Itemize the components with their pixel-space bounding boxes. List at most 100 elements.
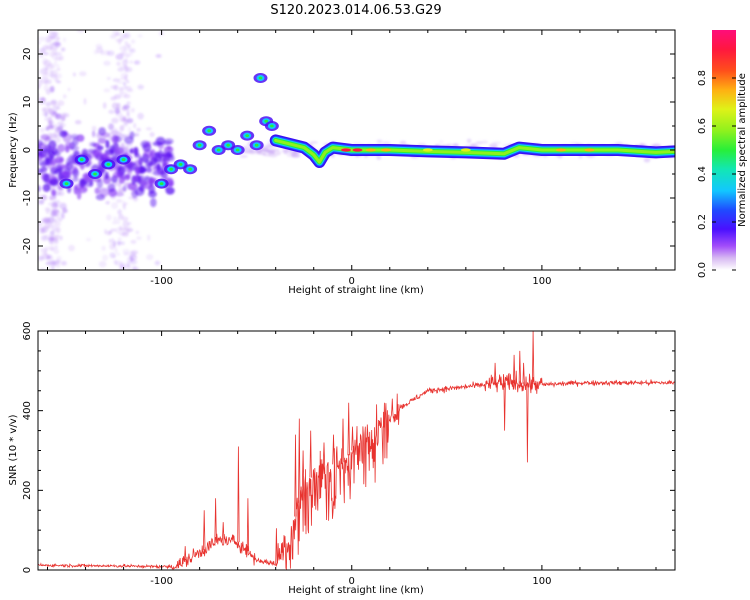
spectrogram-cloud-point <box>50 210 55 217</box>
y-tick-label: 0 <box>22 567 33 573</box>
spectrogram-cloud-point <box>121 105 128 110</box>
spectrogram-blob-core <box>188 167 192 171</box>
spectrogram-cloud-point <box>62 133 72 143</box>
spectrogram-cloud-point <box>137 34 143 38</box>
snr-y-ticks: 0 200 400 600 <box>22 321 675 573</box>
spectrogram-cloud-point <box>107 183 116 193</box>
spectrogram-cloud-point <box>87 160 93 165</box>
x-tick-label: 100 <box>532 576 551 587</box>
spectrogram-cloud-point <box>108 136 113 141</box>
spectrogram-cloud-point <box>61 209 69 214</box>
spectrogram-cloud-point <box>124 74 128 82</box>
spectrogram-cloud-point <box>60 47 66 52</box>
spectrogram-cloud-point <box>125 226 133 233</box>
spectrogram-cloud-point <box>113 136 123 143</box>
spectrogram-cloud-point <box>68 154 77 164</box>
x-tick-label: 100 <box>532 276 551 287</box>
spectrogram-cloud-point <box>106 76 111 81</box>
spectrogram-cloud-point <box>38 79 43 87</box>
spectrogram-cloud-point <box>114 146 124 155</box>
spectrogram-cloud-point <box>39 54 44 58</box>
spectrogram-blob-core <box>64 182 69 186</box>
spectrogram-cloud-point <box>92 130 96 138</box>
spectrogram-cloud-point <box>121 216 129 222</box>
spectrogram-halo-point <box>481 140 489 144</box>
spectrogram-cloud-point <box>43 139 48 145</box>
spectrogram-cloud-point <box>51 201 57 207</box>
spectrogram-cloud-point <box>43 52 49 56</box>
spectrogram-cloud-point <box>53 248 60 255</box>
spectrogram-cloud-point <box>49 85 55 93</box>
spectrogram-cloud-point <box>54 73 62 79</box>
spectrogram-blob-core <box>264 119 268 123</box>
spectrogram-cloud-point <box>83 98 87 105</box>
spectrogram-cloud-point <box>123 44 131 51</box>
spectrogram-halo-point <box>268 152 278 158</box>
spectrogram-cloud-point <box>47 260 56 265</box>
spectrogram-cloud-point <box>114 191 125 197</box>
spectrogram-cloud-point <box>165 187 175 195</box>
spectrogram-cloud-point <box>113 94 122 100</box>
spectrogram-cloud-point <box>38 199 45 205</box>
spectrogram-cloud-point <box>145 160 153 169</box>
spectrogram-cloud-point <box>38 36 47 42</box>
y-tick-label: 600 <box>22 321 33 340</box>
spectrogram-cloud-point <box>150 197 157 208</box>
spectrogram-cloud-point <box>56 36 61 42</box>
spectrogram-cloud-point <box>118 89 123 95</box>
spectrogram-cloud-point <box>130 249 139 255</box>
spectrogram-cloud-point <box>113 84 119 91</box>
spectrogram-cloud-point <box>52 111 58 116</box>
colorbar-label: Normalized spectral amplitude <box>737 73 748 227</box>
spectrogram-cloud-point <box>54 245 59 250</box>
spectrogram-y-label: Frequency (Hz) <box>8 112 19 188</box>
spectrogram-blob-core <box>159 182 164 186</box>
spectrogram-cloud-point <box>55 113 62 120</box>
spectrogram-cloud-point <box>72 168 79 178</box>
x-tick-label: 0 <box>349 576 355 587</box>
spectrogram-cloud-point <box>54 60 58 65</box>
spectrogram-cloud-point <box>42 111 46 117</box>
snr-chart: -100 0 100 0 200 400 600 Height of straight l… <box>8 321 676 596</box>
spectrogram-cloud-point <box>43 66 48 71</box>
spectrogram-cloud-point <box>124 41 129 46</box>
spectrogram-cloud-point <box>57 121 64 126</box>
spectrogram-cloud-point <box>97 137 107 144</box>
spectrogram-cloud-point <box>116 198 123 203</box>
spectrogram-cloud-point <box>111 202 119 210</box>
spectrogram-cloud-point <box>93 49 99 55</box>
spectrogram-cloud-point <box>126 52 133 57</box>
spectrogram-cloud-point <box>133 122 137 129</box>
spectrogram-cloud-point <box>121 142 126 147</box>
spectrogram-blob-core <box>79 158 84 162</box>
spectrogram-cloud-point <box>72 176 79 182</box>
spectrogram-cloud-point <box>55 127 62 134</box>
spectrogram-cloud-point <box>59 202 67 210</box>
spectrogram-cloud-point <box>125 165 134 169</box>
spectrogram-cloud-point <box>145 127 152 131</box>
spectrogram-cloud-point <box>123 33 128 38</box>
spectrogram-halo-point <box>309 141 319 144</box>
spectrogram-cloud-point <box>122 185 127 192</box>
spectrogram-cloud-point <box>122 221 130 228</box>
spectrogram-cloud-point <box>51 189 56 197</box>
spectrogram-cloud-point <box>91 125 97 132</box>
spectrogram-cloud-point <box>53 219 58 223</box>
spectrogram-cloud-point <box>138 179 146 185</box>
spectrogram-halo-point <box>263 153 272 157</box>
spectrogram-halo-point <box>399 140 407 145</box>
spectrogram-cloud-point <box>102 254 109 262</box>
spectrogram-cloud-point <box>72 72 76 77</box>
spectrogram-cloud-point <box>103 60 111 66</box>
spectrogram-cloud-point <box>43 71 49 76</box>
spectrogram-cloud-point <box>38 145 43 156</box>
colorbar-tick-label: 0.8 <box>697 70 708 86</box>
spectrogram-cloud-point <box>43 249 48 256</box>
spectrogram-cloud-point <box>147 234 151 241</box>
spectrogram-cloud-point <box>117 209 122 215</box>
x-tick-label: -100 <box>150 276 173 287</box>
colorbar-tick-label: 0.4 <box>697 166 708 182</box>
colorbar-tick-label: 0.2 <box>697 214 708 230</box>
spectrogram-cloud-point <box>163 146 174 153</box>
